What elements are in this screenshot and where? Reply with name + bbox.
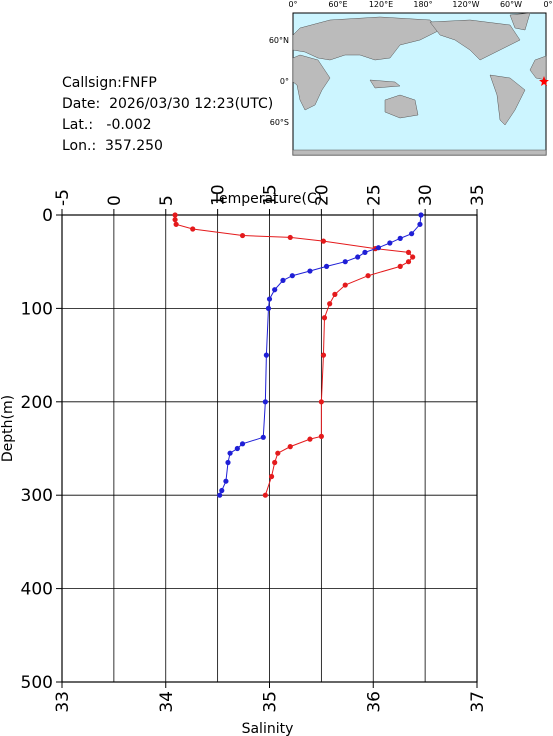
x-tick-label: 37 [468,691,488,713]
profile-point [307,436,313,442]
x2-tick-label: -5 [53,189,73,206]
profile-point [239,232,246,239]
profile-line [174,215,414,496]
profile-point [289,273,295,279]
profile-point [262,399,268,405]
map-lat-label: 60°N [269,36,289,45]
map-lon-label: 180° [413,0,432,9]
x-tick-label: 33 [53,691,73,713]
y-tick-label: 400 [21,580,53,600]
info-line: Lat.: -0.002 [62,117,152,133]
y-tick-label: 0 [42,206,53,226]
map-land [292,12,547,156]
x2-tick-label: 35 [468,184,488,206]
y-tick-label: 500 [21,673,53,693]
profile-point [362,249,368,255]
profile-point [280,277,286,283]
y-axis-label: Depth(m) [0,395,16,462]
profile-point [387,240,393,246]
y-tick-label: 100 [21,299,53,319]
profile-point [225,459,231,466]
profile-point [266,296,273,302]
map-lat-label: 0° [280,77,289,86]
profile-point [323,263,330,269]
x-tick-label: 36 [364,691,384,713]
profile-point [223,478,229,484]
info-block: Callsign:FNFP Date: 2026/03/30 12:23(UTC)… [62,75,273,154]
map-lon-label: 0° [288,0,297,9]
profile-point [262,492,268,498]
profile-point [375,245,382,251]
x2-tick-label: 15 [261,184,281,206]
map-lon-label: 0° [543,0,552,9]
profile-point [405,249,412,255]
profile-point [239,441,246,447]
profile-point [332,291,338,297]
map-lat-label: 60°S [270,118,289,127]
profile-point [365,273,371,279]
x2-tick-label: 20 [312,184,332,206]
profile-point [219,487,225,494]
profile-point [307,268,313,274]
position-marker [539,76,549,86]
profile-point [190,226,196,232]
profile-point [268,473,275,480]
info-line: Date: 2026/03/30 12:23(UTC) [62,96,273,112]
profile-point [173,221,179,227]
profile-point [265,305,272,311]
profile-point [320,352,327,358]
profile-point [397,263,403,269]
x2-tick-label: 0 [105,195,125,206]
y-tick-label: 200 [21,393,53,413]
map-lon-label: 120°W [452,0,479,9]
profile-point [318,399,324,405]
profile-point [263,352,269,358]
x2-tick-label: 30 [416,184,436,206]
profile-point [321,315,328,321]
x2-tick-label: 25 [364,184,384,206]
profile-point [410,254,416,260]
profile-point [172,217,178,223]
profile-point [320,238,327,244]
profile-point [405,259,412,265]
map [292,12,549,156]
info-line: Lon.: 357.250 [62,138,163,154]
profile-point [397,235,403,241]
profile-point [217,492,223,498]
profile-point [287,444,293,450]
profile-point [287,234,293,241]
profile-point [272,459,278,466]
map-lon-label: 60°E [328,0,347,9]
map-lon-label: 60°W [500,0,522,9]
profile-point [327,301,333,307]
profile-point [418,212,424,218]
x-tick-label: 35 [261,691,281,713]
map-lon-label: 120°E [369,0,393,9]
x2-axis-label: Temperature(C) [212,191,322,207]
plot-frame [61,214,478,683]
y-tick-label: 300 [21,486,53,506]
profile-point [409,231,415,237]
profile-point [275,450,281,456]
profile-point [172,212,178,218]
profile-point [234,445,240,452]
profile-point [318,433,324,439]
info-line: Callsign:FNFP [62,75,157,91]
x2-tick-label: 5 [157,195,177,206]
profile-point [342,282,348,288]
profile-point [272,287,278,293]
profile-point [417,221,423,227]
profile-point [355,254,361,260]
profile-point [227,450,233,456]
profile-point [260,434,266,440]
profile-point [342,259,348,265]
x-tick-label: 34 [157,691,177,713]
profile-line [219,214,422,496]
x-axis-label: Salinity [242,721,294,736]
x2-tick-label: 10 [209,184,229,206]
